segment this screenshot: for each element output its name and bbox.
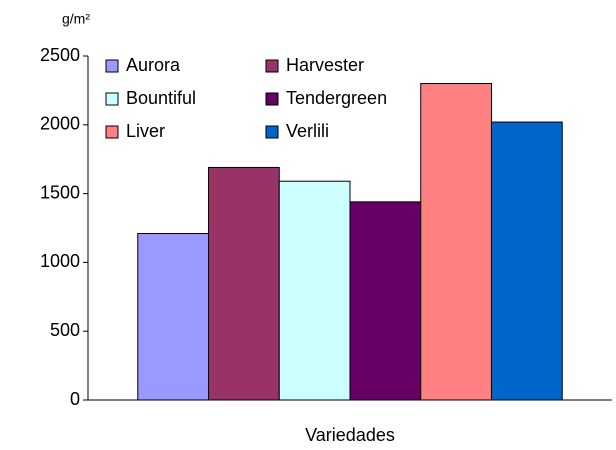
legend-label: Harvester	[286, 55, 364, 75]
legend-swatch	[105, 92, 119, 106]
legend-swatch	[265, 125, 279, 139]
y-tick-label: 500	[50, 320, 80, 340]
y-tick-label: 2000	[40, 114, 80, 134]
y-tick-label: 0	[70, 389, 80, 409]
bar	[490, 121, 563, 401]
legend-swatch	[265, 92, 279, 106]
bar	[278, 180, 351, 401]
x-axis-label: Variedades	[305, 425, 395, 445]
legend-label: Aurora	[126, 55, 181, 75]
y-axis-label: g/m²	[62, 11, 90, 27]
bar	[349, 201, 422, 401]
bar	[420, 83, 492, 401]
legend-swatch	[105, 125, 119, 139]
bar	[137, 233, 210, 401]
y-tick-label: 2500	[40, 45, 80, 65]
legend-label: Verlili	[286, 121, 329, 141]
legend-label: Tendergreen	[286, 88, 387, 108]
y-tick-label: 1500	[40, 182, 80, 202]
legend-label: Liver	[126, 121, 165, 141]
y-tick-label: 1000	[40, 251, 80, 271]
legend-swatch	[105, 59, 119, 73]
legend-swatch	[265, 59, 279, 73]
legend-label: Bountiful	[126, 88, 196, 108]
bar	[208, 166, 280, 401]
